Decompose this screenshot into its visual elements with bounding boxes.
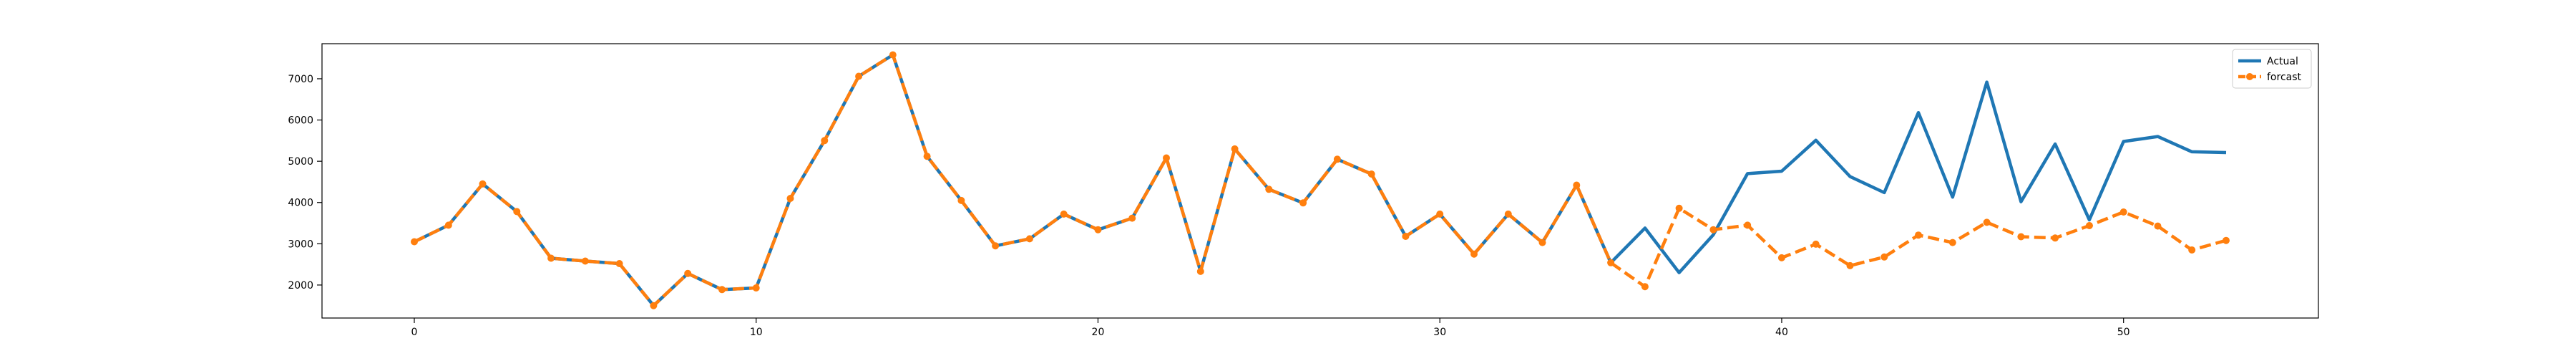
data-point-forcast bbox=[1163, 154, 1170, 162]
y-axis-ticks: 2000 3000 4000 5000 6000 7000 bbox=[288, 74, 322, 292]
data-point-forcast bbox=[889, 51, 897, 59]
legend: Actual forcast bbox=[2232, 49, 2312, 89]
x-tick-label: 40 bbox=[1775, 327, 1788, 338]
data-point-forcast bbox=[1504, 210, 1512, 218]
data-point-forcast bbox=[2051, 234, 2059, 242]
series-line-actual bbox=[414, 53, 2227, 307]
data-point-forcast bbox=[2119, 208, 2127, 216]
data-point-forcast bbox=[1128, 214, 1136, 222]
x-tick-label: 50 bbox=[2117, 327, 2130, 338]
data-point-forcast bbox=[2188, 246, 2196, 254]
data-point-forcast bbox=[1915, 231, 1922, 239]
data-point-forcast bbox=[1333, 155, 1341, 163]
data-point-forcast bbox=[444, 221, 452, 229]
y-tick-label: 7000 bbox=[288, 74, 313, 85]
y-tick-label: 5000 bbox=[288, 156, 313, 168]
data-point-forcast bbox=[547, 254, 555, 262]
data-point-forcast bbox=[1094, 226, 1102, 234]
y-tick-label: 6000 bbox=[288, 115, 313, 127]
data-point-forcast bbox=[2017, 233, 2025, 241]
y-tick-label: 4000 bbox=[288, 198, 313, 209]
x-tick-label: 20 bbox=[1092, 327, 1105, 338]
data-point-forcast bbox=[650, 302, 658, 309]
data-point-forcast bbox=[2223, 236, 2230, 244]
data-point-forcast bbox=[1025, 235, 1033, 243]
data-point-forcast bbox=[786, 195, 794, 202]
data-point-forcast bbox=[752, 284, 760, 292]
data-point-forcast bbox=[1812, 240, 1820, 248]
series-layer bbox=[411, 51, 2230, 309]
data-point-forcast bbox=[1299, 199, 1307, 207]
legend-marker bbox=[2246, 73, 2253, 80]
data-point-forcast bbox=[1777, 254, 1785, 261]
data-point-forcast bbox=[1641, 283, 1649, 291]
data-point-forcast bbox=[1265, 186, 1273, 193]
data-point-forcast bbox=[718, 286, 726, 294]
data-point-forcast bbox=[1675, 204, 1683, 212]
data-point-forcast bbox=[1846, 261, 1854, 269]
data-point-forcast bbox=[1231, 145, 1239, 153]
data-point-forcast bbox=[615, 260, 623, 267]
x-axis-ticks: 0 10 20 30 40 50 bbox=[411, 318, 2130, 338]
data-point-forcast bbox=[2154, 222, 2162, 230]
data-point-forcast bbox=[1709, 226, 1717, 234]
data-point-forcast bbox=[1948, 239, 1956, 246]
data-point-forcast bbox=[1573, 181, 1581, 189]
data-point-forcast bbox=[1607, 259, 1615, 266]
x-tick-label: 0 bbox=[411, 327, 418, 338]
data-point-forcast bbox=[821, 137, 829, 145]
data-point-forcast bbox=[1367, 170, 1375, 178]
data-point-forcast bbox=[581, 257, 589, 265]
data-point-forcast bbox=[479, 180, 487, 188]
legend-label: Actual bbox=[2267, 56, 2298, 67]
y-tick-label: 3000 bbox=[288, 239, 313, 250]
x-tick-label: 10 bbox=[750, 327, 763, 338]
data-point-forcast bbox=[1402, 233, 1410, 240]
data-point-forcast bbox=[2085, 222, 2093, 229]
data-point-forcast bbox=[513, 208, 521, 216]
data-point-forcast bbox=[1060, 210, 1068, 218]
data-point-forcast bbox=[1470, 250, 1478, 258]
x-tick-label: 30 bbox=[1433, 327, 1446, 338]
plot-frame bbox=[321, 43, 2319, 319]
legend-label: forcast bbox=[2267, 72, 2302, 83]
data-point-forcast bbox=[684, 269, 692, 277]
data-point-forcast bbox=[1436, 210, 1444, 218]
data-point-forcast bbox=[855, 72, 863, 80]
data-point-forcast bbox=[1744, 221, 1752, 229]
data-point-forcast bbox=[992, 242, 1000, 250]
data-point-forcast bbox=[1983, 218, 1991, 226]
data-point-forcast bbox=[1880, 253, 1888, 261]
y-tick-label: 2000 bbox=[288, 280, 313, 292]
data-point-forcast bbox=[957, 196, 965, 204]
data-point-forcast bbox=[923, 153, 931, 160]
data-point-forcast bbox=[1196, 267, 1204, 275]
data-point-forcast bbox=[411, 238, 418, 246]
data-point-forcast bbox=[1538, 239, 1546, 246]
